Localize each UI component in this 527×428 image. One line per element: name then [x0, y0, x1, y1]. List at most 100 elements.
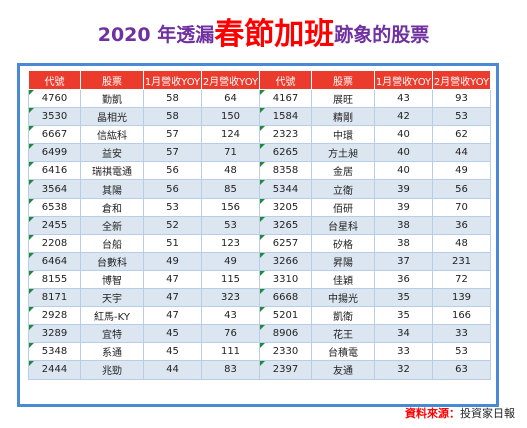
stock-code: 6257 [259, 233, 312, 253]
feb-revenue-yoy: 64 [201, 88, 260, 109]
stock-name: 中環 [311, 125, 375, 145]
table-row: 3564 其陽 56 85 5344 立衛 39 56 [28, 179, 491, 199]
jan-revenue-yoy: 44 [143, 360, 202, 380]
jan-revenue-yoy: 38 [374, 215, 433, 235]
jan-revenue-yoy: 32 [374, 360, 433, 380]
stock-name: 花王 [311, 324, 375, 344]
stock-name: 方土昶 [311, 143, 375, 163]
feb-revenue-yoy: 85 [201, 179, 260, 199]
feb-revenue-yoy: 53 [432, 107, 491, 127]
jan-revenue-yoy: 47 [143, 306, 202, 326]
stock-name: 台積電 [311, 342, 375, 362]
table-row: 5348 系通 45 111 2330 台積電 33 53 [28, 342, 491, 362]
table-body: 4760 勤凱 58 64 4167 展旺 43 93 3530 晶相光 58 150 1584 精剛 42… [28, 88, 491, 380]
table-row: 3289 宜特 45 76 8906 花王 34 33 [28, 324, 491, 344]
stock-name: 台數科 [80, 251, 144, 271]
header-stock: 股票 [80, 70, 144, 90]
table-row: 6499 益安 57 71 6265 方土昶 40 44 [28, 143, 491, 163]
stock-code: 6538 [28, 197, 81, 217]
jan-revenue-yoy: 47 [143, 269, 202, 290]
source-label: 資料來源： [405, 407, 460, 420]
stock-code: 5344 [259, 179, 312, 199]
jan-revenue-yoy: 35 [374, 288, 433, 308]
feb-revenue-yoy: 166 [432, 306, 491, 326]
jan-revenue-yoy: 39 [374, 197, 433, 217]
jan-revenue-yoy: 58 [143, 88, 202, 109]
stock-name: 佰研 [311, 197, 375, 217]
header-row: 代號 股票 1月營收YOY 2月營收YOY 代號 股票 1月營收YOY 2月營收YOY [28, 70, 491, 90]
header-code: 代號 [259, 70, 312, 90]
feb-revenue-yoy: 62 [432, 125, 491, 145]
feb-revenue-yoy: 49 [432, 161, 491, 181]
stock-code: 4167 [259, 88, 312, 109]
stock-name: 友通 [311, 360, 375, 380]
stock-name: 信紘科 [80, 125, 144, 145]
header-feb-yoy: 2月營收YOY [201, 70, 260, 90]
table-row: 2928 紅馬-KY 47 43 5201 凱衛 35 166 [28, 306, 491, 326]
title-prefix: 2020 年透漏 [97, 24, 215, 46]
stock-table: 代號 股票 1月營收YOY 2月營收YOY 代號 股票 1月營收YOY 2月營收YOY 476… [28, 70, 491, 380]
stock-name: 系通 [80, 342, 144, 362]
jan-revenue-yoy: 52 [143, 215, 202, 235]
jan-revenue-yoy: 34 [374, 324, 433, 344]
stock-name: 精剛 [311, 107, 375, 127]
table-row: 6667 信紘科 57 124 2323 中環 40 62 [28, 125, 491, 145]
feb-revenue-yoy: 48 [432, 233, 491, 253]
title-suffix: 跡象的股票 [334, 24, 430, 46]
jan-revenue-yoy: 45 [143, 342, 202, 362]
feb-revenue-yoy: 56 [432, 179, 491, 199]
jan-revenue-yoy: 51 [143, 233, 202, 253]
header-code: 代號 [28, 70, 81, 90]
stock-name: 立衛 [311, 179, 375, 199]
feb-revenue-yoy: 231 [432, 251, 491, 271]
jan-revenue-yoy: 37 [374, 251, 433, 271]
stock-code: 2455 [28, 215, 81, 235]
stock-code: 1584 [259, 107, 312, 127]
feb-revenue-yoy: 111 [201, 342, 260, 362]
table-row: 8171 天宇 47 323 6668 中揚光 35 139 [28, 288, 491, 308]
stock-code: 6265 [259, 143, 312, 163]
stock-code: 2397 [259, 360, 312, 380]
stock-code: 2330 [259, 342, 312, 362]
stock-name: 勤凱 [80, 88, 144, 109]
jan-revenue-yoy: 58 [143, 107, 202, 127]
stock-name: 凱衛 [311, 306, 375, 326]
table-row: 4760 勤凱 58 64 4167 展旺 43 93 [28, 88, 491, 109]
stock-code: 3530 [28, 107, 81, 127]
feb-revenue-yoy: 123 [201, 233, 260, 253]
feb-revenue-yoy: 44 [432, 143, 491, 163]
jan-revenue-yoy: 35 [374, 306, 433, 326]
feb-revenue-yoy: 70 [432, 197, 491, 217]
table-row: 3530 晶相光 58 150 1584 精剛 42 53 [28, 107, 491, 127]
table-row: 6464 台數科 49 49 3266 昇陽 37 231 [28, 251, 491, 271]
stock-code: 6499 [28, 143, 81, 163]
stock-code: 6416 [28, 161, 81, 181]
source-note: 資料來源：投資家日報 [405, 405, 515, 421]
stock-name: 兆勁 [80, 360, 144, 380]
stock-code: 3205 [259, 197, 312, 217]
stock-name: 益安 [80, 143, 144, 163]
feb-revenue-yoy: 53 [201, 215, 260, 235]
jan-revenue-yoy: 33 [374, 342, 433, 362]
feb-revenue-yoy: 323 [201, 288, 260, 308]
feb-revenue-yoy: 43 [201, 306, 260, 326]
feb-revenue-yoy: 156 [201, 197, 260, 217]
header-stock: 股票 [311, 70, 375, 90]
jan-revenue-yoy: 40 [374, 125, 433, 145]
feb-revenue-yoy: 124 [201, 125, 260, 145]
feb-revenue-yoy: 36 [432, 215, 491, 235]
feb-revenue-yoy: 115 [201, 269, 260, 290]
table-row: 2444 兆勁 44 83 2397 友通 32 63 [28, 360, 491, 380]
stock-code: 6667 [28, 125, 81, 145]
stock-code: 5201 [259, 306, 312, 326]
stock-code: 8171 [28, 288, 81, 308]
feb-revenue-yoy: 93 [432, 88, 491, 109]
stock-name: 金居 [311, 161, 375, 181]
jan-revenue-yoy: 42 [374, 107, 433, 127]
feb-revenue-yoy: 53 [432, 342, 491, 362]
feb-revenue-yoy: 71 [201, 143, 260, 163]
feb-revenue-yoy: 83 [201, 360, 260, 380]
jan-revenue-yoy: 47 [143, 288, 202, 308]
stock-name: 倉和 [80, 197, 144, 217]
jan-revenue-yoy: 56 [143, 179, 202, 199]
